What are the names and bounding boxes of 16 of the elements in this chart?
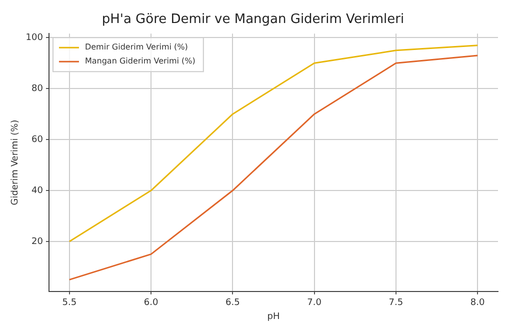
- x-tick-label: 8.0: [470, 298, 486, 308]
- y-tick-label: 80: [32, 84, 44, 94]
- x-tick-label: 7.5: [388, 298, 404, 308]
- x-tick-label: 6.0: [144, 298, 158, 308]
- y-tick-label: 60: [32, 134, 44, 145]
- legend-label: Mangan Giderim Verimi (%): [84, 56, 196, 66]
- legend-label: Demir Giderim Verimi (%): [84, 42, 188, 52]
- y-tick-label: 100: [26, 33, 44, 44]
- chart-title: pH'a Göre Demir ve Mangan Giderim Verimleri: [102, 12, 404, 28]
- y-axis-title: Giderim Verimi (%): [10, 120, 21, 206]
- x-tick-label: 5.5: [62, 298, 77, 308]
- y-tick-label: 40: [32, 186, 44, 196]
- x-tick-label: 7.0: [307, 298, 322, 308]
- x-tick-label: 6.5: [226, 298, 240, 308]
- x-axis-title: pH: [267, 312, 280, 322]
- y-tick-label: 20: [32, 236, 44, 247]
